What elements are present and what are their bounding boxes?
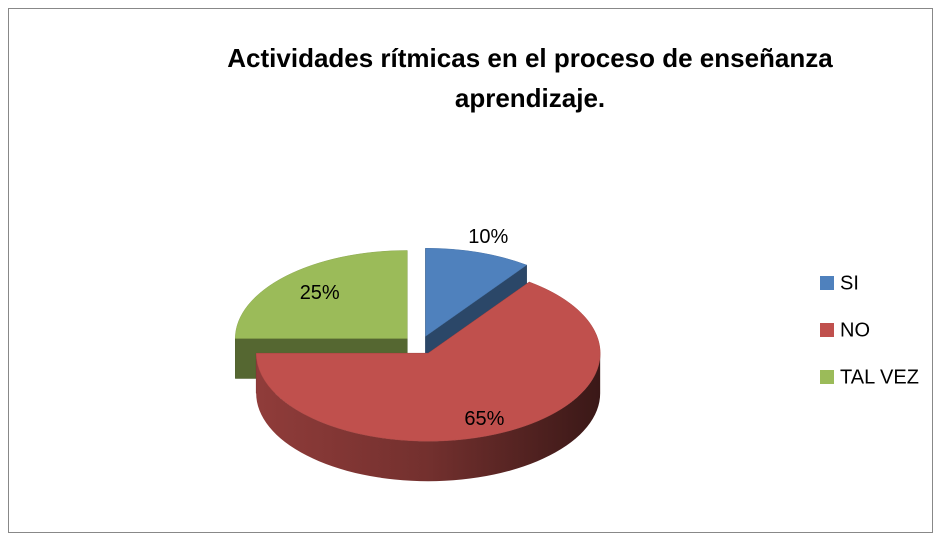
pie-slice	[255, 281, 601, 482]
chart-title: Actividades rítmicas en el proceso de en…	[227, 43, 833, 113]
legend-swatch	[820, 323, 834, 337]
legend-label: SI	[840, 272, 859, 294]
slice-top	[235, 250, 408, 339]
data-label: 10%	[468, 226, 508, 248]
legend-swatch	[820, 370, 834, 384]
data-label: 65%	[464, 408, 504, 430]
data-label: 25%	[300, 282, 340, 304]
slice-outer-wall	[256, 353, 601, 482]
legend-label: NO	[840, 319, 870, 341]
slice-top	[255, 281, 601, 442]
legend-label: TAL VEZ	[840, 366, 919, 388]
slice-top	[425, 247, 528, 337]
legend-swatch	[820, 276, 834, 290]
